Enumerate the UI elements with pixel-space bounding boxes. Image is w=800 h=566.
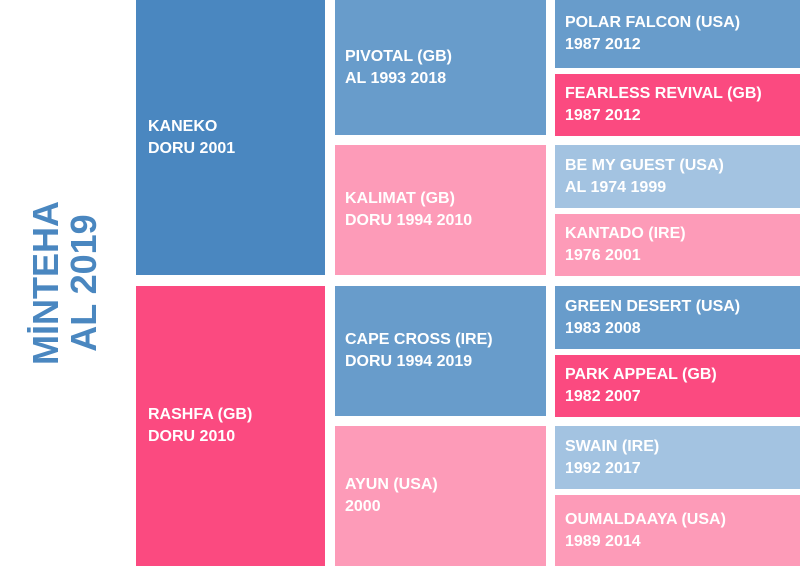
ds-dam-name: PARK APPEAL (GB) (565, 366, 717, 383)
dd-dam-cell: OUMALDAAYA (USA) 1989 2014 (555, 495, 800, 566)
dam-sire-cell: CAPE CROSS (IRE) DORU 1994 2019 (335, 286, 546, 416)
sire-dam-detail: DORU 1994 2010 (345, 212, 473, 229)
ds-dam-detail: 1982 2007 (565, 388, 641, 405)
dd-sire-cell: SWAIN (IRE) 1992 2017 (555, 426, 800, 489)
dam-sire-name: CAPE CROSS (IRE) (345, 331, 493, 348)
subject-horse: MİNTEHA AL 2019 (0, 0, 130, 566)
dam-cell: RASHFA (GB) DORU 2010 (136, 286, 325, 566)
sd-dam-name: KANTADO (IRE) (565, 225, 686, 242)
ds-sire-detail: 1983 2008 (565, 319, 641, 337)
ss-sire-name: POLAR FALCON (USA) (565, 14, 741, 31)
subject-name: MİNTEHA (25, 201, 66, 365)
dd-sire-name: SWAIN (IRE) (565, 437, 660, 455)
subject-detail: AL 2019 (63, 214, 104, 352)
sire-name: KANEKO (148, 117, 218, 135)
sire-sire-name: PIVOTAL (GB) (345, 47, 452, 65)
subject-label: MİNTEHA AL 2019 (25, 201, 104, 365)
dam-sire-detail: DORU 1994 2019 (345, 353, 473, 370)
dd-sire-detail: 1992 2017 (565, 459, 641, 477)
ss-dam-detail: 1987 2012 (565, 107, 641, 124)
ds-dam-cell: PARK APPEAL (GB) 1982 2007 (555, 355, 800, 417)
dam-name: RASHFA (GB) (148, 406, 253, 423)
sd-sire-detail: AL 1974 1999 (565, 178, 667, 196)
sd-sire-name: BE MY GUEST (USA) (565, 156, 724, 174)
ds-sire-cell: GREEN DESERT (USA) 1983 2008 (555, 286, 800, 349)
sire-detail: DORU 2001 (148, 139, 236, 157)
ss-dam-cell: FEARLESS REVIVAL (GB) 1987 2012 (555, 74, 800, 136)
dd-dam-name: OUMALDAAYA (USA) (565, 510, 726, 528)
sd-sire-cell: BE MY GUEST (USA) AL 1974 1999 (555, 145, 800, 208)
sire-dam-name: KALIMAT (GB) (345, 190, 455, 207)
sd-dam-cell: KANTADO (IRE) 1976 2001 (555, 214, 800, 276)
sire-sire-cell: PIVOTAL (GB) AL 1993 2018 (335, 0, 546, 135)
ds-sire-name: GREEN DESERT (USA) (565, 297, 741, 315)
sire-sire-detail: AL 1993 2018 (345, 69, 447, 87)
sire-dam-cell: KALIMAT (GB) DORU 1994 2010 (335, 145, 546, 275)
sd-dam-detail: 1976 2001 (565, 247, 641, 264)
dam-dam-name: AYUN (USA) (345, 476, 438, 493)
dam-dam-cell: AYUN (USA) 2000 (335, 426, 546, 566)
ss-sire-detail: 1987 2012 (565, 36, 641, 53)
ss-sire-cell: POLAR FALCON (USA) 1987 2012 (555, 0, 800, 68)
dam-dam-detail: 2000 (345, 498, 381, 515)
dd-dam-detail: 1989 2014 (565, 532, 641, 550)
ss-dam-name: FEARLESS REVIVAL (GB) (565, 85, 762, 102)
sire-cell: KANEKO DORU 2001 (136, 0, 325, 275)
dam-detail: DORU 2010 (148, 428, 236, 445)
